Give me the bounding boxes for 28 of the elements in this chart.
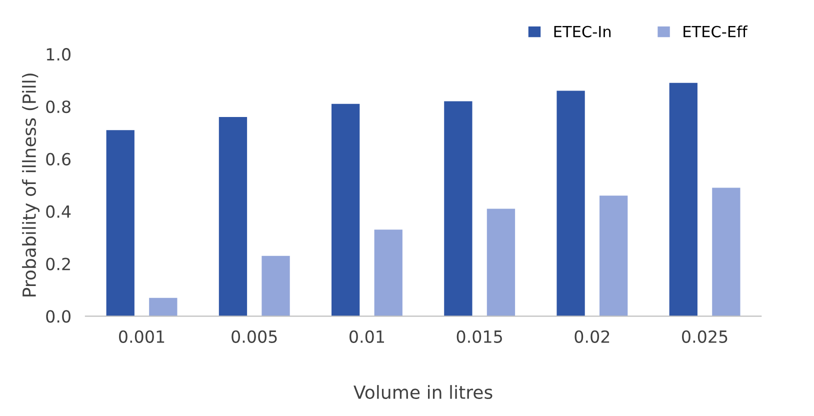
bar — [262, 256, 290, 316]
y-tick-label: 0.0 — [46, 310, 70, 323]
bar — [669, 82, 698, 316]
x-tick-label: 0.015 — [456, 330, 502, 343]
legend-label: ETEC-Eff — [684, 26, 748, 38]
legend-label: ETEC-In — [554, 26, 611, 38]
bar — [486, 208, 516, 316]
bar — [556, 90, 585, 316]
y-tick-label: 0.4 — [46, 205, 71, 218]
bar — [374, 230, 402, 316]
bar — [332, 104, 360, 316]
bar — [106, 130, 134, 316]
y-tick-label: 0.2 — [46, 258, 70, 270]
y-tick-label: 0.6 — [46, 152, 71, 166]
y-tick-label: 0.8 — [46, 100, 70, 114]
x-axis-title: Volume in litres — [354, 385, 492, 400]
bar — [444, 101, 472, 316]
bar — [149, 298, 178, 316]
x-tick-label: 0.001 — [119, 330, 164, 343]
x-tick-label: 0.02 — [574, 330, 610, 343]
x-tick-label: 0.025 — [682, 330, 728, 343]
x-tick-label: 0.005 — [232, 330, 277, 343]
bar — [218, 116, 248, 316]
y-axis-title: Probability of illness (Pill) — [22, 74, 40, 296]
bar — [712, 188, 740, 316]
x-tick-label: 0.01 — [350, 330, 384, 343]
y-tick-label: 1.0 — [46, 48, 70, 61]
bar — [600, 196, 628, 316]
